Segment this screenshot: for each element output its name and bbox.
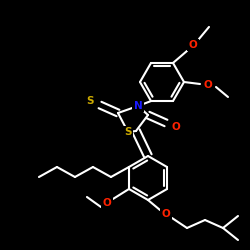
Text: O: O	[172, 122, 180, 132]
Text: O: O	[102, 198, 111, 208]
Text: S: S	[124, 127, 132, 137]
Text: O: O	[204, 80, 212, 90]
Text: S: S	[86, 96, 94, 106]
Text: O: O	[189, 40, 198, 50]
Text: N: N	[134, 101, 142, 111]
Text: O: O	[162, 209, 170, 219]
